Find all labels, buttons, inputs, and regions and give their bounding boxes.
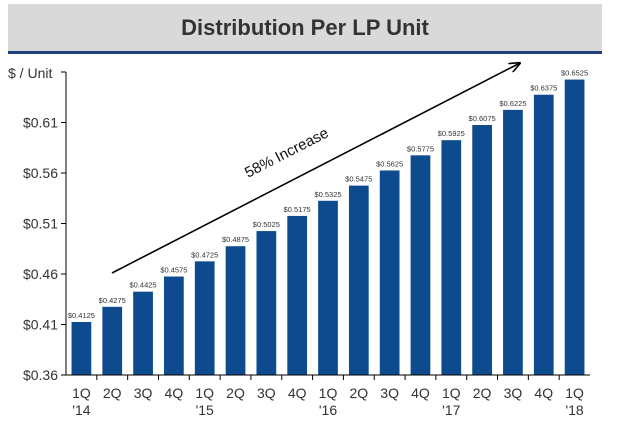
bar-value-label: $0.4725 bbox=[191, 250, 218, 259]
x-tick-label: 1Q bbox=[319, 385, 338, 401]
increase-annotation: 58% Increase bbox=[242, 125, 331, 182]
bar-value-label: $0.5925 bbox=[438, 129, 465, 138]
bar-value-label: $0.6225 bbox=[499, 99, 526, 108]
chart-title: Distribution Per LP Unit bbox=[181, 14, 429, 40]
bar-value-label: $0.4275 bbox=[99, 296, 126, 305]
x-tick-year-label: '15 bbox=[196, 402, 214, 418]
bar bbox=[503, 109, 523, 375]
y-tick-label: $0.36 bbox=[23, 367, 58, 383]
x-tick-label: 1Q bbox=[195, 385, 214, 401]
bar bbox=[533, 94, 554, 375]
bar-value-label: $0.4425 bbox=[129, 281, 156, 290]
bar-value-label: $0.5775 bbox=[407, 144, 434, 153]
increase-arrow bbox=[111, 63, 520, 274]
bar bbox=[194, 261, 215, 375]
bar bbox=[256, 231, 277, 375]
data-labels: $0.4125 $0.4275$0.4425 $0.4575 $0.4725 $0.48… bbox=[68, 69, 588, 320]
bar-value-label: $0.6525 bbox=[561, 69, 588, 78]
bar-value-label: $0.5175 bbox=[284, 205, 311, 214]
x-tick-label: 4Q bbox=[165, 385, 184, 401]
x-tick-label: 4Q bbox=[534, 385, 553, 401]
x-tick-label: 4Q bbox=[411, 385, 430, 401]
x-tick-label: 4Q bbox=[288, 385, 307, 401]
x-tick-label: 1Q bbox=[565, 385, 584, 401]
bar bbox=[348, 185, 369, 375]
x-tick-year-label: '16 bbox=[319, 402, 337, 418]
y-tick-label: $0.51 bbox=[23, 216, 58, 232]
bar bbox=[318, 200, 338, 375]
bar-value-label: $0.5625 bbox=[376, 159, 403, 168]
bar bbox=[379, 170, 400, 375]
y-tick-label: $0.56 bbox=[23, 165, 58, 181]
bar bbox=[287, 215, 308, 375]
x-tick-label: 1Q bbox=[442, 385, 461, 401]
x-tick-label: 2Q bbox=[349, 385, 368, 401]
y-axis: $0.36 $0.41 $0.46 $0.51 $0.56 $0.61 bbox=[23, 71, 67, 383]
bar-value-label: $0.5025 bbox=[253, 220, 280, 229]
bar-value-label: $0.6375 bbox=[530, 84, 557, 93]
y-tick-label: $0.61 bbox=[23, 115, 58, 131]
chart-title-bar: Distribution Per LP Unit bbox=[8, 4, 602, 51]
bar bbox=[133, 291, 153, 375]
x-tick-label: 3Q bbox=[504, 385, 523, 401]
y-tick-label: $0.46 bbox=[23, 266, 58, 282]
x-tick-year-label: '18 bbox=[565, 402, 583, 418]
bar-series bbox=[71, 79, 585, 376]
x-tick-label: 2Q bbox=[226, 385, 245, 401]
y-axis-label: $ / Unit bbox=[8, 65, 52, 81]
bar bbox=[164, 276, 184, 375]
x-tick-label: 3Q bbox=[380, 385, 399, 401]
bar-value-label: $0.4575 bbox=[160, 266, 187, 275]
bar bbox=[441, 140, 462, 375]
bar-value-label: $0.5325 bbox=[314, 190, 341, 199]
y-tick-label: $0.41 bbox=[23, 317, 58, 333]
x-tick-label: 1Q bbox=[72, 385, 91, 401]
bar bbox=[102, 306, 123, 375]
bar bbox=[410, 155, 431, 375]
x-tick-label: 2Q bbox=[473, 385, 492, 401]
bar-value-label: $0.4875 bbox=[222, 235, 249, 244]
x-tick-year-label: '14 bbox=[72, 402, 90, 418]
bar bbox=[71, 321, 92, 375]
x-tick-label: 2Q bbox=[103, 385, 122, 401]
bar bbox=[472, 125, 492, 376]
bar-value-label: $0.6075 bbox=[469, 114, 496, 123]
bar bbox=[225, 246, 246, 375]
title-underline bbox=[8, 51, 602, 54]
bar bbox=[564, 79, 585, 375]
x-tick-label: 3Q bbox=[134, 385, 153, 401]
x-tick-label: 3Q bbox=[257, 385, 276, 401]
bar-value-label: $0.5475 bbox=[345, 175, 372, 184]
bar-value-label: $0.4125 bbox=[68, 311, 95, 320]
x-tick-year-label: '17 bbox=[442, 402, 460, 418]
